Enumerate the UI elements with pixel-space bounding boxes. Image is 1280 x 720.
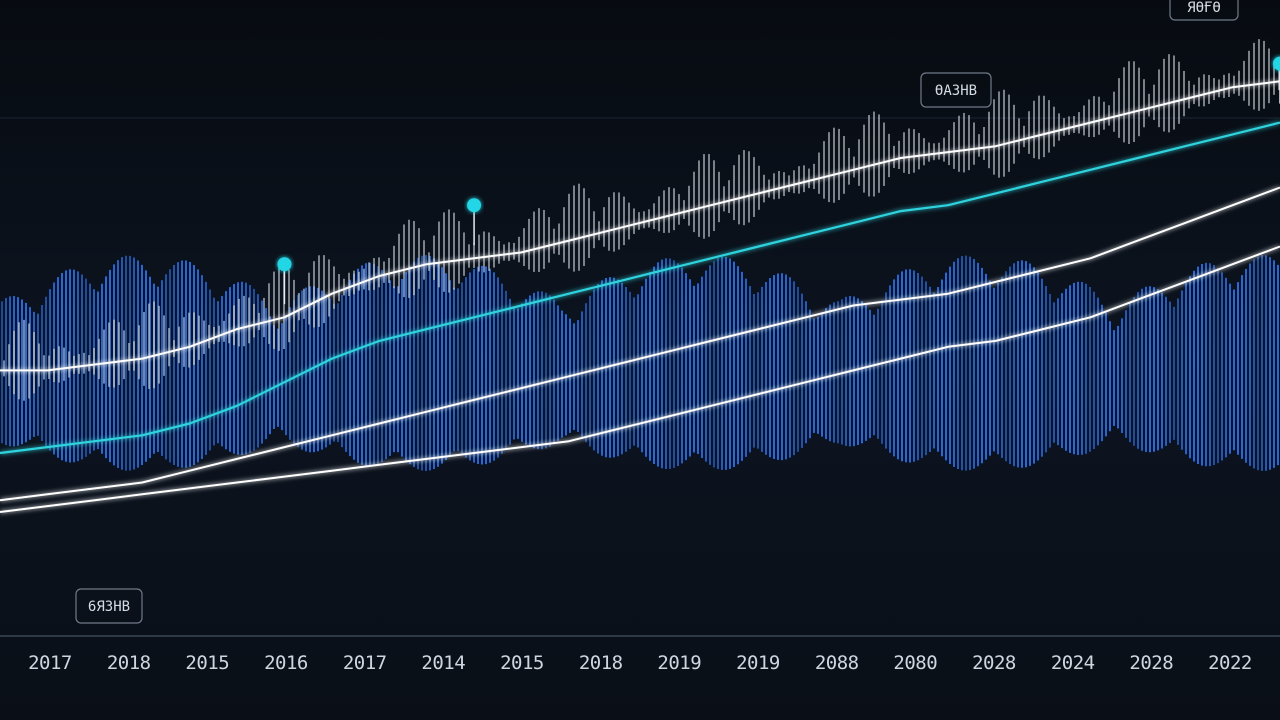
annotation-tag-top-text: ЯӨҒӨ — [1187, 0, 1221, 16]
x-tick-label: 2015 — [185, 652, 229, 674]
x-tick-label: 2015 — [500, 652, 544, 674]
markers-group — [277, 56, 1280, 305]
marker-point — [277, 257, 292, 272]
marker-point — [1273, 56, 1280, 71]
annotation-tag-mid: ӨАЗНВ — [920, 72, 992, 108]
series-lines-group — [0, 80, 1280, 513]
x-tick-label: 2016 — [264, 652, 308, 674]
x-tick-label: 2017 — [28, 652, 72, 674]
annotation-tag-top: ЯӨҒӨ — [1169, 0, 1239, 21]
x-tick-label: 2088 — [815, 652, 859, 674]
x-tick-label: 2019 — [736, 652, 780, 674]
annotation-tag-left-text: 6ЯЗНВ — [88, 599, 130, 615]
annotation-tags: 6ЯЗНВ ӨАЗНВ ЯӨҒӨ — [75, 0, 1239, 624]
marker-point — [467, 198, 482, 213]
series-line-3 — [0, 186, 1280, 502]
x-tick-label: 2022 — [1208, 652, 1252, 674]
x-tick-label: 2018 — [579, 652, 623, 674]
x-tick-label: 2080 — [893, 652, 937, 674]
series-line-1 — [0, 80, 1280, 372]
series-line-4 — [0, 245, 1280, 513]
x-tick-label: 2024 — [1051, 652, 1095, 674]
x-tick-label: 2028 — [1129, 652, 1173, 674]
series-line-2 — [0, 121, 1280, 455]
spike-bars-group — [3, 39, 1280, 401]
x-tick-label: 2019 — [657, 652, 701, 674]
x-tick-label: 2017 — [343, 652, 387, 674]
x-tick-label: 2014 — [421, 652, 465, 674]
x-tick-label: 2028 — [972, 652, 1016, 674]
x-axis-ticks: 2017 2018 2015 2016 2017 2014 2015 2018 2019 2019… — [28, 652, 1252, 674]
x-tick-label: 2018 — [107, 652, 151, 674]
annotation-tag-mid-text: ӨАЗНВ — [935, 83, 977, 99]
annotation-tag-left: 6ЯЗНВ — [75, 588, 143, 624]
